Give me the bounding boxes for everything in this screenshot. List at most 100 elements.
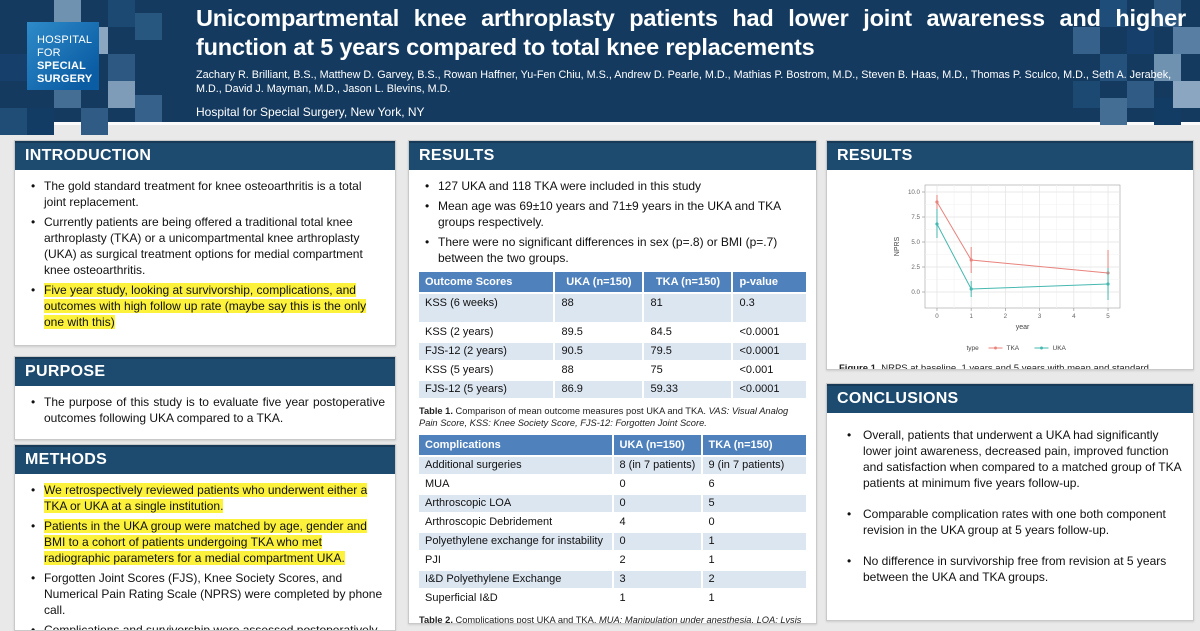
- table-cell: 8 (in 7 patients): [611, 455, 702, 475]
- table-row: KSS (2 years) 89.5 84.5 <0.0001: [419, 322, 806, 342]
- column-header: UKA (n=150): [553, 272, 644, 293]
- section-body: 127 UKA and 118 TKA were included in thi…: [409, 170, 816, 624]
- table-cell: 79.5: [642, 341, 733, 361]
- bullet-text: The purpose of this study is to evaluate…: [44, 395, 385, 425]
- bullet-text: 127 UKA and 118 TKA were included in thi…: [438, 179, 702, 193]
- table1-caption: Table 1. Comparison of mean outcome meas…: [419, 405, 806, 429]
- table-row: Polyethylene exchange for instability 0 1: [419, 531, 806, 551]
- section-methods: METHODS We retrospectively reviewed pati…: [14, 444, 396, 631]
- table2-caption: Table 2. Complications post UKA and TKA.…: [419, 614, 806, 624]
- series-UKA: [935, 209, 1110, 300]
- caption-text: Comparison of mean outcome measures post…: [452, 405, 709, 416]
- table-row: Additional surgeries 8 (in 7 patients) 9 (…: [419, 455, 806, 475]
- section-header: CONCLUSIONS: [827, 384, 1193, 413]
- table-cell: PJI: [425, 554, 441, 566]
- section-conclusions: CONCLUSIONS Overall, patients that under…: [826, 383, 1194, 621]
- svg-text:4: 4: [1072, 313, 1076, 320]
- table-cell: 88: [553, 360, 644, 380]
- bullet-item: Patients in the UKA group were matched b…: [29, 518, 385, 566]
- legend-title: type: [967, 345, 980, 352]
- y-axis-label: NPRS: [894, 236, 901, 256]
- nprs-figure: 0.0 2.5 5.0 7.5 10.0 0 1 2 3 4 5 NPRS year type TKA UKA: [891, 178, 1129, 361]
- outcome-scores-table: Outcome Scores UKA (n=150) TKA (n=150) p-va…: [419, 272, 806, 400]
- table-cell: 6: [700, 474, 806, 494]
- bullet-text: There were no significant differences in…: [438, 235, 778, 265]
- bullet-text: Comparable complication rates with one b…: [863, 507, 1166, 537]
- complications-table: Complications UKA (n=150) TKA (n=150) Addit…: [419, 434, 806, 609]
- section-header: METHODS: [15, 445, 395, 474]
- column-header: TKA (n=150): [642, 272, 733, 293]
- bullet-text: Five year study, looking at survivorship…: [44, 283, 367, 329]
- section-introduction: INTRODUCTION The gold standard treatment…: [14, 140, 396, 346]
- table-row: Superficial I&D 1 1: [419, 588, 806, 608]
- table-cell: 1: [700, 588, 806, 608]
- poster-header: HOSPITAL FOR SPECIAL SURGERY Unicompartm…: [0, 0, 1200, 125]
- section-body: The gold standard treatment for knee ost…: [15, 170, 395, 340]
- section-header: RESULTS: [409, 141, 816, 170]
- results-bullets: 127 UKA and 118 TKA were included in thi…: [419, 178, 806, 266]
- section-results-middle: RESULTS 127 UKA and 118 TKA were include…: [408, 140, 817, 624]
- table-cell: Arthroscopic Debridement: [425, 516, 553, 528]
- svg-text:2.5: 2.5: [911, 264, 920, 271]
- legend-entry: UKA: [1053, 345, 1067, 352]
- svg-text:0: 0: [935, 313, 939, 320]
- bullet-item: No difference in survivorship free from …: [841, 553, 1183, 585]
- table-cell: Superficial I&D: [425, 592, 498, 604]
- table-cell: 3: [611, 569, 702, 589]
- bullet-item: Comparable complication rates with one b…: [841, 506, 1183, 538]
- bullet-text: Complications and survivorship were asse…: [44, 623, 378, 631]
- section-header: INTRODUCTION: [15, 141, 395, 170]
- svg-text:0.0: 0.0: [911, 289, 920, 296]
- table-cell: KSS (6 weeks): [425, 296, 498, 309]
- header-mosaic-left: [0, 0, 27, 27]
- caption-text: NRPS at baseline, 1 years and 5 years wi…: [881, 363, 1149, 370]
- logo-line: FOR: [37, 47, 61, 59]
- table-row: I&D Polyethylene Exchange 3 2: [419, 569, 806, 589]
- bullet-item: We retrospectively reviewed patients who…: [29, 482, 385, 514]
- logo-line: SURGERY: [37, 73, 93, 85]
- table-cell: 88: [553, 293, 644, 323]
- column-header: Complications: [419, 434, 613, 456]
- section-body: Overall, patients that underwent a UKA h…: [827, 413, 1193, 606]
- bullet-text: Mean age was 69±10 years and 71±9 years …: [438, 199, 781, 229]
- table-cell: 81: [642, 293, 733, 323]
- hss-logo: HOSPITAL FOR SPECIAL SURGERY: [27, 22, 99, 90]
- table-cell: 1: [611, 588, 702, 608]
- table-cell: 84.5: [642, 322, 733, 342]
- logo-line: HOSPITAL: [37, 34, 93, 46]
- table-cell: <0.001: [731, 360, 806, 380]
- author-list: Zachary R. Brilliant, B.S., Matthew D. G…: [196, 69, 1172, 95]
- table-cell: 9 (in 7 patients): [700, 455, 806, 475]
- table-cell: KSS (2 years): [425, 326, 494, 338]
- logo-line: SPECIAL: [37, 60, 87, 72]
- table-header-row: Complications UKA (n=150) TKA (n=150): [419, 434, 806, 456]
- bullet-item: Five year study, looking at survivorship…: [29, 282, 385, 330]
- caption-label: Table 2.: [419, 614, 453, 624]
- section-header: RESULTS: [827, 141, 1193, 170]
- table-cell: 89.5: [553, 322, 644, 342]
- caption-label: Figure 1.: [839, 363, 879, 370]
- section-body: 0.0 2.5 5.0 7.5 10.0 0 1 2 3 4 5 NPRS year type TKA UKA…: [827, 170, 1193, 370]
- methods-bullets: We retrospectively reviewed patients who…: [25, 482, 385, 631]
- bullet-text: Patients in the UKA group were matched b…: [44, 519, 367, 565]
- bullet-text: Forgotten Joint Scores (FJS), Knee Socie…: [44, 571, 383, 617]
- table-cell: 1: [700, 531, 806, 551]
- table-cell: 59.33: [642, 379, 733, 399]
- svg-text:5: 5: [1106, 313, 1110, 320]
- column-header: UKA (n=150): [611, 434, 702, 456]
- caption-text: Complications post UKA and TKA.: [452, 614, 600, 624]
- table-cell: FJS-12 (2 years): [425, 345, 507, 357]
- conclusions-bullets: Overall, patients that underwent a UKA h…: [837, 427, 1183, 585]
- table-row: Arthroscopic LOA 0 5: [419, 493, 806, 513]
- x-axis-label: year: [1016, 324, 1030, 331]
- table-cell: 0.3: [731, 293, 806, 323]
- svg-text:10.0: 10.0: [908, 189, 921, 196]
- table-cell: I&D Polyethylene Exchange: [425, 573, 562, 585]
- svg-text:5.0: 5.0: [911, 239, 920, 246]
- table-cell: KSS (5 years): [425, 364, 494, 376]
- section-body: The purpose of this study is to evaluate…: [15, 386, 395, 436]
- bullet-item: 127 UKA and 118 TKA were included in thi…: [423, 178, 806, 194]
- purpose-bullets: The purpose of this study is to evaluate…: [25, 394, 385, 426]
- caption-abbreviations: VAS: Visual Analog Pain Score, KSS: Knee…: [419, 405, 789, 428]
- table-row: KSS (5 years) 88 75 <0.001: [419, 360, 806, 380]
